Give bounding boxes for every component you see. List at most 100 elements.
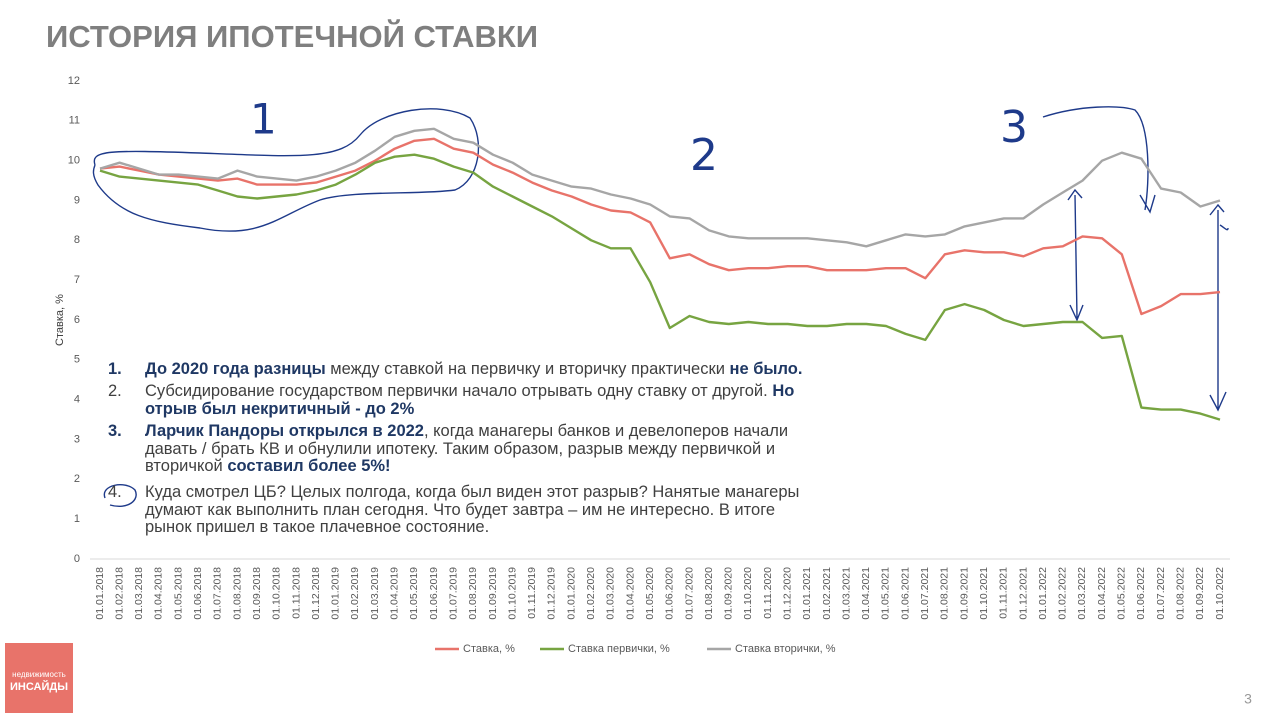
handwriting-marks <box>92 106 1229 507</box>
x-tick-label: 01.06.2020 <box>664 567 676 620</box>
note-marker: 4. <box>108 483 122 501</box>
series-line <box>99 127 1221 248</box>
note-text: отрыв был некритичный - до 2% <box>145 399 415 418</box>
x-tick-label: 01.06.2018 <box>192 567 204 620</box>
x-tick-label: 01.09.2020 <box>723 567 735 620</box>
note-line: До 2020 года разницы между ставкой на пе… <box>145 360 803 379</box>
x-tick-label: 01.05.2020 <box>644 567 656 620</box>
x-tick-label: 01.11.2021 <box>998 567 1010 619</box>
x-tick-label: 01.02.2022 <box>1057 567 1069 620</box>
note-text: , когда манагеры банков и девелоперов на… <box>423 422 789 440</box>
x-tick-label: 01.08.2020 <box>703 567 715 620</box>
x-tick-label: 01.10.2020 <box>742 567 754 620</box>
legend-label: Ставка, % <box>463 643 515 655</box>
note-text: рынок пришел в такое плачевное состояние… <box>145 518 490 536</box>
note-line: давать / брать КВ и обнулили ипотеку. Та… <box>145 439 788 459</box>
x-tick-label: 01.10.2021 <box>978 567 990 620</box>
note-line: вторичкой составил более 5%! <box>145 457 788 476</box>
x-tick-label: 01.01.2021 <box>801 567 813 620</box>
x-tick-label: 01.04.2020 <box>624 567 636 620</box>
y-tick-label: 10 <box>68 155 80 167</box>
x-tick-label: 01.09.2019 <box>487 567 499 620</box>
note-text: вторичкой <box>145 457 228 475</box>
note-text: думают как выполнить план сегодня. Что б… <box>145 500 776 519</box>
x-tick-label: 01.12.2021 <box>1017 567 1029 620</box>
x-tick-label: 01.08.2019 <box>467 567 479 620</box>
x-tick-label: 01.11.2020 <box>762 567 774 619</box>
x-tick-label: 01.04.2021 <box>860 567 872 620</box>
handwritten-number: 2 <box>690 130 718 181</box>
y-tick-label: 12 <box>68 75 80 87</box>
y-axis-label: Ставка, % <box>54 294 66 346</box>
legend-label: Ставка первички, % <box>568 643 670 655</box>
note: 1. До 2020 года разницы между ставкой на … <box>108 360 803 379</box>
x-tick-label: 01.06.2021 <box>899 567 911 620</box>
x-tick-label: 01.02.2021 <box>821 567 833 620</box>
x-tick-label: 01.03.2021 <box>840 567 852 620</box>
x-tick-label: 01.02.2018 <box>113 567 125 620</box>
x-tick-label: 01.11.2018 <box>290 567 302 619</box>
logo-box <box>5 643 73 713</box>
note-text: не было. <box>729 360 803 378</box>
y-tick-label: 8 <box>74 234 80 246</box>
x-tick-label: 01.04.2022 <box>1096 567 1108 620</box>
x-tick-label: 01.05.2018 <box>172 567 184 620</box>
x-tick-label: 01.12.2020 <box>782 567 794 620</box>
note-line: рынок пришел в такое плачевное состояние… <box>145 518 799 537</box>
note-text: составил более 5%! <box>227 457 391 475</box>
note-line: думают как выполнить план сегодня. Что б… <box>145 500 799 520</box>
x-tick-label: 01.04.2018 <box>153 567 165 620</box>
note-line: Куда смотрел ЦБ? Целых полгода, когда бы… <box>145 483 799 502</box>
logo-line: ИНСАЙДЫ <box>10 680 68 693</box>
legend-label: Ставка вторички, % <box>735 643 836 655</box>
x-tick-label: 01.04.2019 <box>389 567 401 620</box>
note-text: Ларчик Пандоры открылся в 2022 <box>145 422 424 440</box>
note-line: отрыв был некритичный - до 2% <box>145 399 794 419</box>
x-tick-label: 01.07.2019 <box>447 567 459 620</box>
x-tick-label: 01.10.2022 <box>1214 567 1226 620</box>
y-tick-label: 2 <box>74 473 80 485</box>
x-tick-label: 01.10.2019 <box>506 567 518 620</box>
page-number: 3 <box>1244 691 1252 707</box>
x-tick-label: 01.01.2018 <box>94 567 106 620</box>
series-line <box>99 153 1221 421</box>
x-tick-label: 01.05.2022 <box>1116 567 1128 620</box>
note-line: Ларчик Пандоры открылся в 2022, когда ма… <box>145 422 789 441</box>
x-tick-label: 01.09.2022 <box>1194 567 1206 620</box>
note: 4. Куда смотрел ЦБ? Целых полгода, когда … <box>108 483 799 537</box>
x-tick-label: 01.02.2019 <box>349 567 361 620</box>
x-tick-label: 01.11.2019 <box>526 567 538 619</box>
x-tick-label: 01.09.2018 <box>251 567 263 620</box>
x-tick-label: 01.07.2018 <box>212 567 224 620</box>
x-tick-label: 01.06.2019 <box>428 567 440 620</box>
note: 3. Ларчик Пандоры открылся в 2022, когда … <box>108 422 789 476</box>
x-tick-label: 01.08.2022 <box>1174 567 1186 620</box>
note-text: между ставкой на первичку и вторичку пра… <box>325 360 730 378</box>
x-tick-label: 01.01.2022 <box>1037 567 1049 620</box>
x-tick-label: 01.02.2020 <box>585 567 597 620</box>
note: 2. Субсидирование государством первички н… <box>108 382 795 419</box>
note-text: Но <box>772 382 795 400</box>
note-line: Субсидирование государством первички нач… <box>145 382 795 401</box>
x-tick-label: 01.07.2022 <box>1155 567 1167 620</box>
series-line <box>99 137 1221 316</box>
y-tick-label: 9 <box>74 194 80 206</box>
note-text: давать / брать КВ и обнулили ипотеку. Та… <box>145 439 776 458</box>
x-tick-label: 01.08.2018 <box>231 567 243 620</box>
handwritten-number: 3 <box>1000 102 1028 153</box>
x-tick-label: 01.03.2020 <box>605 567 617 620</box>
note-text: До 2020 года разницы <box>145 360 326 378</box>
x-tick-label: 01.06.2022 <box>1135 567 1147 620</box>
x-tick-label: 01.09.2021 <box>958 567 970 620</box>
y-tick-label: 4 <box>74 394 80 406</box>
note-marker: 2. <box>108 382 122 400</box>
y-tick-label: 1 <box>74 513 80 525</box>
x-tick-label: 01.12.2019 <box>546 567 558 620</box>
x-tick-label: 01.05.2021 <box>880 567 892 620</box>
y-tick-label: 11 <box>69 115 80 127</box>
x-tick-label: 01.10.2018 <box>271 567 283 620</box>
note-text: Субсидирование государством первички нач… <box>145 382 773 400</box>
x-tick-label: 01.03.2018 <box>133 567 145 620</box>
